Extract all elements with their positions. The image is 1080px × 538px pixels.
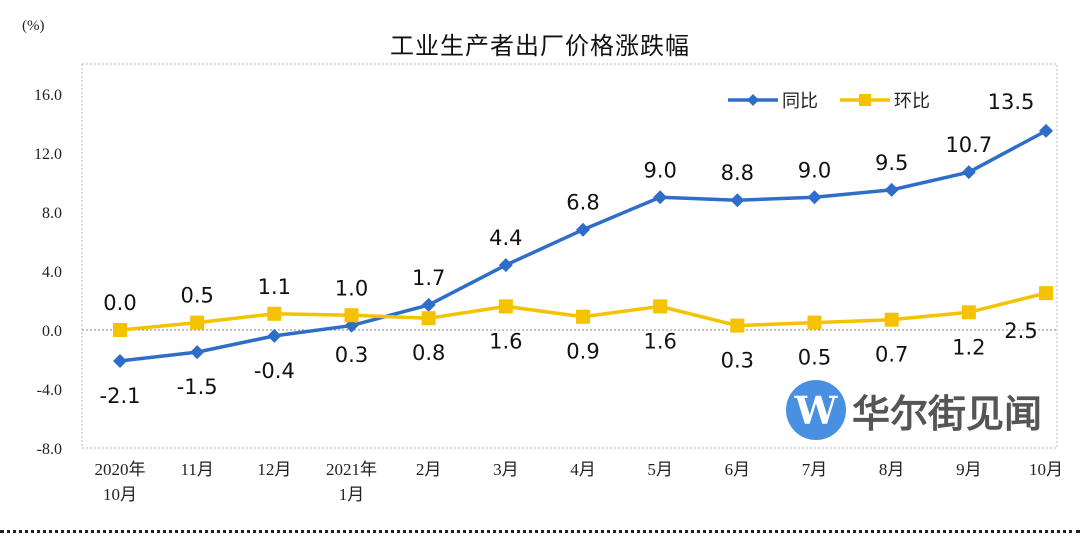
- x-tick-label: 11月: [180, 460, 213, 479]
- data-label: 0.5: [798, 346, 831, 370]
- data-point-tongbi: [267, 328, 282, 343]
- data-label: 0.8: [412, 341, 445, 365]
- data-label: 4.4: [489, 226, 522, 250]
- data-point-tongbi: [421, 297, 436, 312]
- watermark-text: 华尔街见闻: [852, 391, 1043, 436]
- x-tick-label: 8月: [879, 460, 905, 479]
- data-label: 0.5: [180, 284, 213, 308]
- data-point-huanbi: [267, 306, 282, 321]
- x-tick-label: 9月: [956, 460, 982, 479]
- data-label: 2.5: [1004, 319, 1037, 343]
- y-axis-unit: (%): [22, 18, 45, 34]
- y-tick-label: 4.0: [42, 264, 62, 281]
- data-label: 0.7: [875, 343, 908, 367]
- legend-square-icon: [859, 94, 871, 106]
- watermark-logo-icon: W: [786, 380, 846, 440]
- data-label: 9.0: [643, 158, 676, 182]
- data-point-tongbi: [730, 193, 745, 208]
- data-point-tongbi: [961, 165, 976, 180]
- legend-diamond-icon: [747, 94, 759, 106]
- data-label: 8.8: [721, 161, 754, 185]
- data-point-tongbi: [113, 353, 127, 368]
- data-label: 0.0: [103, 291, 136, 315]
- data-point-huanbi: [807, 315, 822, 330]
- y-tick-label: 12.0: [34, 146, 62, 163]
- data-label: 0.3: [721, 349, 754, 373]
- data-label: -2.1: [100, 384, 141, 408]
- x-tick-label: 1月: [339, 485, 365, 504]
- y-tick-label: -8.0: [37, 441, 62, 458]
- data-point-tongbi: [1039, 123, 1053, 138]
- bottom-divider: [0, 530, 1080, 533]
- data-point-huanbi: [653, 299, 668, 314]
- data-label: 6.8: [566, 191, 599, 215]
- data-label: 1.7: [412, 266, 445, 290]
- chart-title: 工业生产者出厂价格涨跌幅: [390, 32, 690, 60]
- data-label: 9.0: [798, 158, 831, 182]
- data-point-tongbi: [807, 190, 822, 205]
- legend-label: 同比: [782, 91, 818, 112]
- x-tick-label: 7月: [802, 460, 828, 479]
- x-tick-label: 2020年: [95, 460, 146, 479]
- data-point-huanbi: [730, 318, 745, 333]
- data-point-tongbi: [190, 345, 205, 360]
- y-tick-label: -4.0: [37, 382, 62, 399]
- data-point-tongbi: [653, 190, 668, 205]
- data-label: 0.9: [566, 340, 599, 364]
- x-tick-label: 2月: [416, 460, 442, 479]
- data-label: 1.2: [952, 335, 985, 359]
- data-point-huanbi: [190, 315, 205, 330]
- y-tick-label: 8.0: [42, 205, 62, 222]
- legend-label: 环比: [894, 91, 930, 112]
- data-point-huanbi: [113, 323, 127, 337]
- data-point-huanbi: [344, 308, 359, 323]
- data-point-huanbi: [498, 299, 513, 314]
- data-label: 10.7: [945, 133, 992, 157]
- x-tick-label: 12月: [257, 460, 291, 479]
- x-tick-label: 3月: [493, 460, 519, 479]
- data-label: 1.6: [489, 329, 522, 353]
- x-tick-label: 4月: [570, 460, 596, 479]
- x-tick-label: 10月: [1029, 460, 1063, 479]
- data-label: -0.4: [254, 359, 295, 383]
- data-label: 9.5: [875, 151, 908, 175]
- data-point-huanbi: [961, 305, 976, 320]
- data-label: 1.0: [335, 276, 368, 300]
- data-point-huanbi: [884, 312, 899, 327]
- data-point-tongbi: [884, 182, 899, 197]
- x-tick-label: 2021年: [326, 460, 377, 479]
- data-point-tongbi: [498, 258, 513, 273]
- data-point-huanbi: [1039, 286, 1053, 301]
- y-tick-label: 0.0: [42, 323, 62, 340]
- x-tick-label: 5月: [647, 460, 673, 479]
- data-point-huanbi: [421, 311, 436, 326]
- y-tick-label: 16.0: [34, 87, 62, 104]
- data-label: 1.1: [258, 275, 291, 299]
- x-tick-label: 6月: [725, 460, 751, 479]
- data-label: 13.5: [988, 90, 1035, 114]
- data-label: -1.5: [177, 375, 218, 399]
- x-tick-label: 10月: [103, 485, 137, 504]
- data-point-tongbi: [576, 222, 590, 237]
- plot-area-border: [81, 63, 1058, 449]
- data-point-huanbi: [576, 309, 590, 324]
- data-label: 1.6: [643, 329, 676, 353]
- data-label: 0.3: [335, 343, 368, 367]
- watermark: W 华尔街见闻: [786, 380, 1042, 440]
